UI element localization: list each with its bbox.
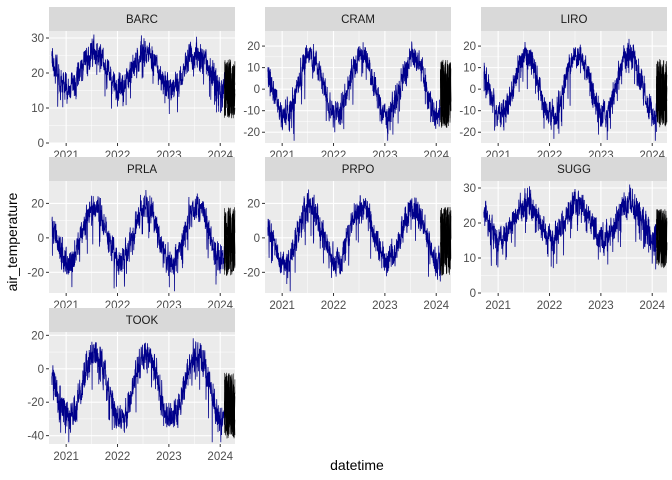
y-tick-label: -10 [243,106,260,118]
y-tick-label: 30 [31,33,44,45]
panel-prpo: PRPO -20 0 20 2021 2022 2023 2024 [243,157,452,312]
facet-strip [49,157,235,181]
y-tick-label: -20 [243,267,260,279]
panel-background [49,332,235,444]
facet-label: TOOK [126,315,159,327]
facet-strip [481,157,667,181]
facet-label: SUGG [557,164,591,176]
facet-strip [49,308,235,332]
y-tick-label: 0 [470,288,476,300]
x-tick-label: 2021 [269,300,295,312]
y-tick-label: 0 [254,84,260,96]
y-tick-label: 20 [247,41,260,53]
x-tick-label: 2023 [588,300,614,312]
y-tick-label: 0 [470,84,476,96]
y-tick-label: 10 [247,63,260,75]
facet-panels: BARC 0 10 20 30 2021 2022 2023 2024 CRAM -20 -10 0 10… [27,7,668,463]
x-tick-label: 2021 [53,451,79,463]
y-tick-label: 10 [31,103,44,115]
x-tick-label: 2024 [207,451,233,463]
y-tick-label: 20 [463,218,476,230]
y-tick-label: 0 [38,364,44,376]
y-tick-label: 20 [31,198,44,210]
series-forecast [656,209,668,264]
y-tick-label: -20 [27,267,44,279]
series-observed [51,34,225,115]
series-observed [51,338,225,443]
series-observed [267,189,441,292]
facet-strip [481,7,667,31]
x-tick-label: 2022 [321,300,347,312]
facet-strip [265,7,451,31]
series-forecast [440,60,452,128]
series-forecast [224,59,236,119]
facet-label: CRAM [341,14,375,26]
x-tick-label: 2022 [105,451,131,463]
y-axis-title: air_temperature [4,192,20,291]
y-tick-label: 20 [247,198,260,210]
series-observed [483,184,657,270]
series-forecast [224,209,236,272]
y-tick-label: -20 [243,127,260,139]
y-tick-label: 0 [38,233,44,245]
facet-label: PRPO [342,164,375,176]
series-observed [483,38,657,141]
x-axis-title: datetime [330,457,384,473]
y-tick-label: 20 [463,41,476,53]
series-forecast [656,60,668,126]
y-tick-label: 0 [254,233,260,245]
y-tick-label: 10 [463,63,476,75]
x-tick-label: 2022 [537,300,563,312]
panel-took: TOOK -40 -20 0 20 2021 2022 2023 2024 [27,308,236,463]
panel-sugg: SUGG 0 10 20 30 2021 2022 2023 2024 [463,157,668,312]
y-tick-label: 0 [38,138,44,150]
facet-strip [49,7,235,31]
y-tick-label: -40 [27,431,44,443]
facet-label: BARC [126,14,158,26]
y-tick-label: -10 [459,106,476,118]
y-tick-label: 30 [463,183,476,195]
series-forecast [656,61,668,126]
y-tick-label: 20 [31,330,44,342]
x-tick-label: 2023 [156,451,182,463]
facet-label: PRLA [127,164,157,176]
panel-background [265,31,451,143]
x-tick-label: 2024 [423,300,449,312]
y-tick-label: 20 [31,68,44,80]
y-tick-label: -20 [27,397,44,409]
facet-label: LIRO [561,14,588,26]
series-forecast [440,208,452,275]
x-tick-label: 2021 [485,300,511,312]
x-tick-label: 2024 [639,300,665,312]
series-observed [51,189,225,292]
panel-background [49,31,235,143]
y-tick-label: -20 [459,127,476,139]
x-tick-label: 2023 [372,300,398,312]
series-forecast [224,373,236,439]
facet-strip [265,157,451,181]
series-observed [267,41,441,141]
y-tick-label: 10 [463,253,476,265]
